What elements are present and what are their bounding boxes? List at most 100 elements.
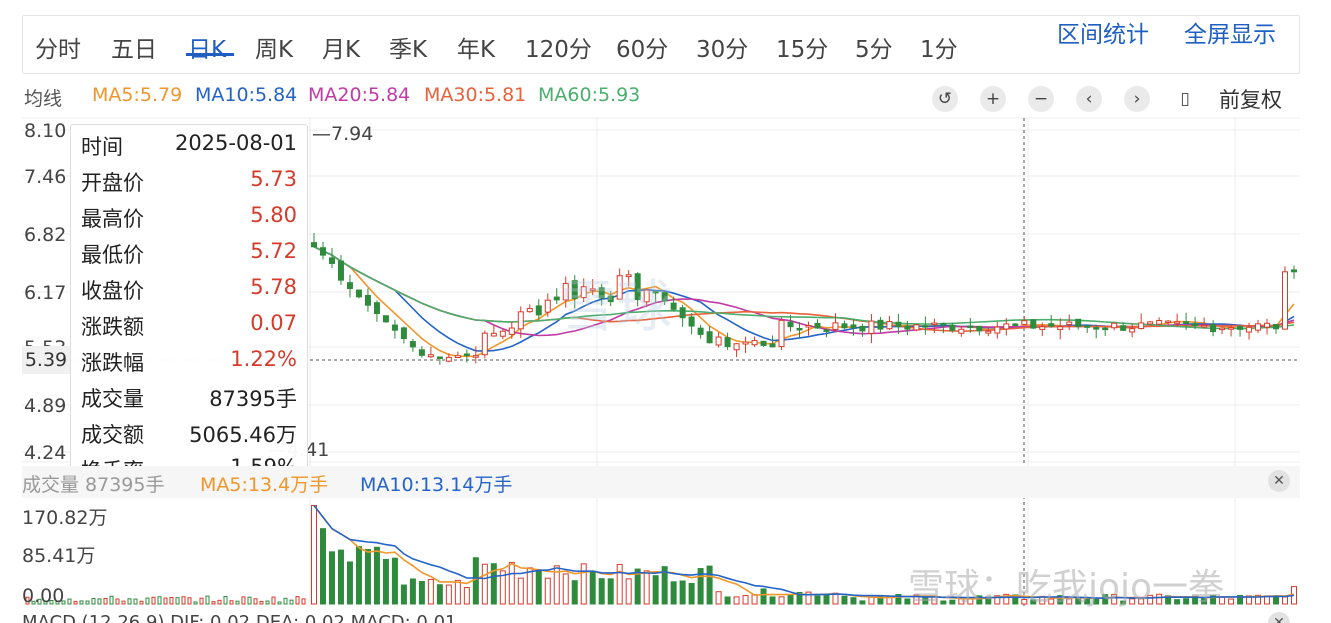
volume-bar: [127, 598, 132, 605]
tab-2[interactable]: 日K: [188, 37, 227, 63]
volume-bar: [91, 597, 96, 605]
tab-4[interactable]: 月K: [322, 37, 361, 63]
volume-bar: [217, 599, 222, 605]
tab-3[interactable]: 周K: [255, 37, 294, 63]
candle-body: [994, 326, 1001, 334]
volume-bar: [241, 596, 246, 605]
volume-bar: [490, 563, 497, 605]
volume-bar: [688, 582, 695, 605]
volume-bar: [715, 591, 722, 605]
volume-bar: [508, 562, 515, 605]
volume-bar: [949, 599, 956, 605]
volume-bar: [760, 588, 767, 605]
tab-11[interactable]: 5分: [855, 37, 893, 63]
xueqiu-logo: 雪球: [560, 275, 672, 340]
volume-bar: [1255, 594, 1262, 605]
volume-ma5: MA5:13.4万手: [200, 474, 329, 496]
volume-bar: [589, 570, 596, 605]
volume-bar: [616, 563, 623, 605]
tooltip-close-value: 5.78: [250, 275, 297, 299]
candle-body: [868, 320, 875, 334]
tooltip-open-value: 5.73: [250, 167, 297, 191]
volume-bar: [328, 551, 335, 605]
tab-1[interactable]: 五日: [111, 37, 157, 63]
volume-bar: [1210, 594, 1217, 605]
tooltip-time-label: 时间: [81, 135, 123, 159]
volume-header: [22, 466, 1300, 498]
tab-6[interactable]: 年K: [457, 37, 496, 63]
candle-body: [886, 321, 893, 330]
tooltip-amount-value: 5065.46万: [189, 423, 297, 447]
candle-body: [751, 340, 758, 346]
volume-bar: [49, 599, 54, 605]
volume-bar: [1030, 599, 1037, 605]
zoom-in-icon[interactable]: +: [980, 86, 1006, 112]
volume-bar: [265, 600, 270, 605]
candle-body: [427, 354, 434, 358]
candle-body: [445, 356, 452, 362]
candle-body: [355, 289, 362, 298]
tab-9[interactable]: 30分: [696, 37, 749, 63]
candle-body: [1012, 323, 1019, 326]
candle-icon[interactable]: ▯: [1180, 89, 1190, 109]
volume-bar: [85, 600, 90, 605]
period-tab-bar: [22, 15, 1300, 74]
tab-5[interactable]: 季K: [389, 37, 428, 63]
volume-bar: [517, 577, 524, 605]
fullscreen-link[interactable]: 全屏显示: [1184, 22, 1276, 48]
tab-0[interactable]: 分时: [35, 37, 81, 63]
candle-body: [499, 330, 506, 337]
candle-body: [1129, 328, 1136, 333]
volume-bar: [634, 568, 641, 605]
candle-body: [769, 343, 776, 348]
candle-body: [922, 325, 929, 328]
volume-bar: [67, 598, 72, 605]
macd-label: MACD (12,26,9) DIF: 0.02 DEA: 0.02 MACD:…: [22, 612, 457, 623]
tab-10[interactable]: 15分: [776, 37, 829, 63]
next-icon[interactable]: ›: [1124, 86, 1150, 112]
kline-tooltip: 时间 2025-08-01 开盘价 5.73 最高价 5.80 最低价 5.72 收盘价…: [70, 124, 308, 488]
volume-bar: [427, 578, 434, 605]
ma5-line: [313, 246, 1295, 358]
tab-12[interactable]: 1分: [920, 37, 958, 63]
volume-bar: [355, 546, 362, 605]
volume-bar: [796, 591, 803, 605]
volume-bar: [976, 595, 983, 605]
volume-bar: [625, 578, 632, 605]
volume-bar: [151, 596, 156, 605]
volume-bar: [805, 591, 812, 605]
candle-body: [1057, 326, 1064, 330]
volume-bar: [1120, 600, 1127, 605]
close-macd-icon[interactable]: ✕: [1268, 612, 1290, 623]
candle-body: [544, 299, 551, 313]
candle-body: [517, 311, 524, 330]
undo-icon[interactable]: ↺: [932, 86, 958, 112]
candle-body: [715, 336, 722, 346]
volume-bar: [43, 600, 48, 605]
volume-bar: [235, 600, 240, 605]
zoom-out-icon[interactable]: −: [1028, 86, 1054, 112]
candle-body: [1192, 323, 1199, 327]
tab-7[interactable]: 120分: [525, 37, 592, 63]
tooltip-change-label: 涨跌额: [81, 315, 144, 339]
volume-bar: [373, 546, 380, 605]
candle-body: [400, 327, 407, 340]
volume-bar: [994, 595, 1001, 605]
volume-bar: [481, 563, 488, 605]
candle-body: [472, 355, 479, 358]
adjust-mode-select[interactable]: 前复权: [1219, 88, 1282, 112]
candle-body: [1120, 325, 1127, 331]
candle-body: [1291, 269, 1297, 273]
prev-icon[interactable]: ‹: [1076, 86, 1102, 112]
price-axis-label: 4.24: [24, 442, 66, 464]
volume-bar: [139, 600, 144, 605]
range-stats-link[interactable]: 区间统计: [1057, 22, 1149, 48]
volume-bar: [1084, 598, 1091, 605]
tab-8[interactable]: 60分: [616, 37, 669, 63]
candle-body: [1093, 327, 1100, 330]
volume-bar: [580, 563, 587, 605]
close-volume-icon[interactable]: ✕: [1268, 470, 1290, 492]
candle-body: [643, 289, 650, 303]
candle-body: [976, 325, 983, 332]
